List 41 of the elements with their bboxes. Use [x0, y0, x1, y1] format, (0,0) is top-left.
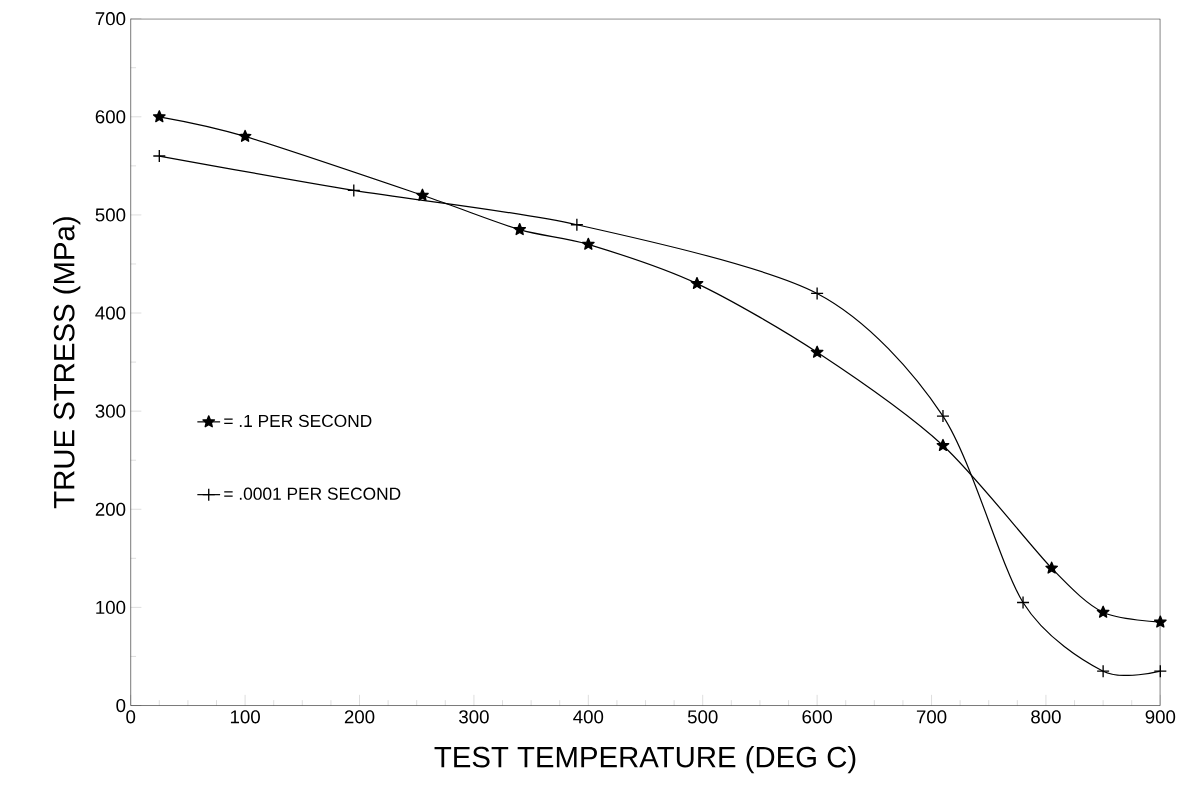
- x-tick-label: 100: [230, 710, 260, 724]
- point: [513, 223, 527, 236]
- point: [810, 345, 824, 359]
- y-tick-label: 600: [95, 110, 126, 124]
- point: [581, 237, 595, 251]
- legend-label: = .0001 PER SECOND: [224, 487, 401, 501]
- point: [690, 277, 704, 290]
- point: [570, 218, 584, 232]
- point: [1096, 605, 1110, 619]
- x-tick-label: 600: [802, 710, 832, 724]
- x-tick-label: 700: [916, 710, 947, 724]
- point: [1016, 596, 1030, 610]
- y-tick-label: 700: [95, 12, 126, 26]
- x-tick-label: 400: [573, 710, 604, 724]
- point: [1045, 561, 1059, 574]
- point: [416, 188, 429, 202]
- x-tick-label: 300: [459, 710, 489, 724]
- point: [152, 149, 166, 163]
- x-tick-label: 800: [1031, 710, 1061, 724]
- y-tick-label: 500: [95, 208, 126, 222]
- point: [347, 183, 361, 198]
- x-tick-label: 900: [1145, 710, 1176, 724]
- y-tick-label: 200: [95, 502, 126, 517]
- point: [936, 409, 950, 423]
- x-tick-label: 200: [344, 710, 375, 724]
- y-tick-label: 0: [116, 699, 126, 713]
- point: [1153, 664, 1167, 679]
- y-tick-label: 100: [96, 600, 126, 615]
- x-tick-label: 0: [126, 710, 136, 724]
- point: [1096, 664, 1110, 679]
- x-axis-title: TEST TEMPERATURE (DEG C): [434, 746, 856, 774]
- point: [936, 439, 950, 452]
- y-axis-title: TRUE STRESS (MPa): [53, 217, 81, 509]
- point: [1153, 615, 1167, 628]
- x-tick-label: 500: [687, 710, 718, 724]
- point: [152, 110, 166, 123]
- legend-label: = .1 PER SECOND: [224, 415, 372, 428]
- y-tick-label: 300: [95, 404, 126, 418]
- point: [238, 129, 252, 143]
- y-tick-label: 400: [95, 306, 126, 320]
- point: [810, 286, 824, 301]
